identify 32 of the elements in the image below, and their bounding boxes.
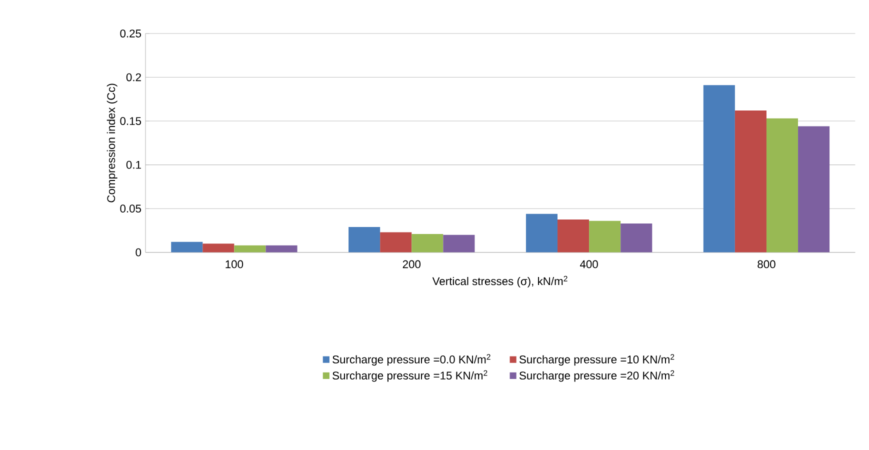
bar <box>798 126 830 252</box>
bar <box>234 245 266 252</box>
y-tick-label: 0.1 <box>126 160 141 169</box>
legend-label: Surcharge pressure =20 KN/m$^{2}$ <box>519 370 674 382</box>
bar <box>589 220 621 252</box>
legend-label: Surcharge pressure =15 KN/m$^{2}$ <box>332 370 488 382</box>
y-axis-title: Compression index (Cc) <box>106 84 118 202</box>
y-tick-label: 0.05 <box>120 204 142 212</box>
bar <box>443 234 475 252</box>
y-tick-label: 0.25 <box>120 29 142 38</box>
x-tick-label: 400 <box>580 260 598 268</box>
bar <box>266 245 298 252</box>
y-tick-label: 0.15 <box>120 116 142 125</box>
x-tick-label: 200 <box>402 260 421 268</box>
bar <box>703 84 735 252</box>
bar <box>526 214 558 252</box>
legend-label: Surcharge pressure =0.0 KN/m$^{2}$ <box>332 354 490 366</box>
bar <box>202 243 234 252</box>
bar <box>734 110 766 252</box>
x-tick-label: 100 <box>226 260 244 268</box>
bar <box>620 223 652 252</box>
x-axis-title: Vertical stresses (σ), kN/m$^{2}$ <box>432 276 568 288</box>
bar <box>380 232 412 252</box>
x-tick-label: 800 <box>758 260 776 268</box>
bar <box>558 219 590 252</box>
legend-label: Surcharge pressure =10 KN/m$^{2}$ <box>519 354 674 366</box>
y-tick-label: 0.2 <box>126 73 141 81</box>
y-tick-label: 0 <box>136 248 142 256</box>
bar <box>171 242 203 252</box>
bar <box>412 234 444 252</box>
bar <box>766 118 798 252</box>
bar <box>348 226 380 252</box>
